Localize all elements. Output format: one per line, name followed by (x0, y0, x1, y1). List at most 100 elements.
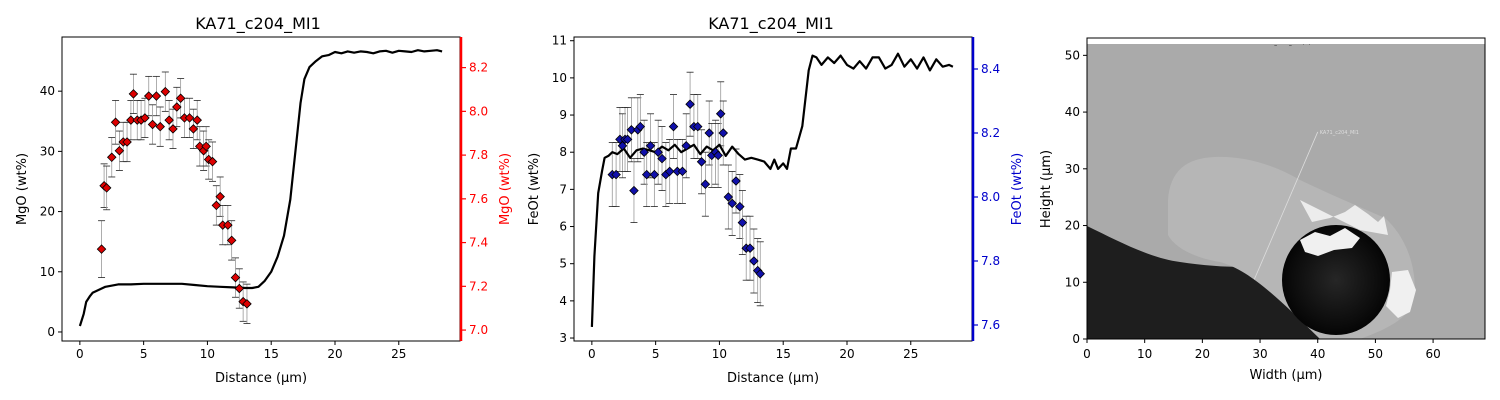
data-point (122, 137, 132, 147)
data-point (110, 117, 121, 128)
x-tick-label: 0 (1083, 347, 1091, 361)
data-point (692, 121, 703, 132)
feot-panel-title: KA71_c204_MI1 (708, 14, 834, 34)
data-point (755, 269, 766, 279)
data-point (175, 93, 186, 104)
data-point (106, 152, 117, 163)
y-tick-label: 0 (47, 325, 55, 339)
x-tick-label: 0 (76, 347, 84, 361)
data-point (685, 99, 695, 109)
data-point (172, 102, 182, 112)
data-point (681, 141, 692, 151)
data-point (147, 119, 158, 130)
y-tick-label: 4 (559, 294, 567, 308)
x-tick-label: 25 (903, 347, 918, 361)
data-point (745, 243, 755, 253)
x-tick-label: 25 (391, 347, 406, 361)
data-point (639, 147, 649, 157)
mgo-y-axis-label: MgO (wt%) (15, 153, 30, 225)
x-tick-label: 15 (776, 347, 791, 361)
x-tick-label: 10 (1137, 347, 1152, 361)
right-y-tick-label: 7.2 (469, 279, 488, 293)
data-point (653, 147, 663, 157)
data-point (696, 157, 707, 167)
y-tick-label: 9 (559, 108, 567, 122)
data-point (155, 121, 165, 132)
data-point (168, 124, 178, 134)
profile-line (78, 49, 443, 327)
data-point (101, 183, 112, 193)
y-tick-label: 40 (1065, 105, 1080, 119)
x-tick-label: 30 (1252, 347, 1267, 361)
right-y-tick-label: 8.0 (469, 104, 488, 118)
data-point (715, 109, 726, 119)
bse-crystal-tip (1300, 200, 1388, 235)
bse-image-caption: KA71_c204_MI1 (bl) (1261, 40, 1310, 46)
right-y-tick-label: 7.8 (469, 148, 488, 162)
data-point (664, 166, 675, 177)
data-point (704, 128, 714, 138)
data-point (668, 121, 679, 132)
x-tick-label: 5 (140, 347, 148, 361)
bse-bright-patch (1300, 228, 1360, 256)
feot-axes: 0 5 10 15 20 25 3 4 5 6 7 8 9 10 11 7.6 7.8 8.0 8.2 8.4 (552, 34, 1000, 361)
data-point (226, 235, 237, 246)
data-point (128, 89, 139, 99)
y-tick-label: 20 (40, 205, 55, 219)
x-tick-label: 0 (588, 347, 596, 361)
data-point (126, 115, 136, 125)
right-y-tick-label: 7.4 (469, 236, 488, 250)
data-point (737, 217, 748, 228)
data-point (649, 169, 660, 180)
data-point (718, 128, 729, 138)
right-y-tick-label: 8.4 (981, 62, 1000, 76)
profile-line (590, 52, 954, 327)
feot-x-axis-label: Distance (µm) (727, 371, 819, 386)
data-point (184, 113, 195, 123)
data-point (657, 153, 667, 164)
data-point (164, 115, 174, 125)
data-point (230, 272, 241, 283)
right-y-tick-label: 7.8 (981, 254, 1000, 268)
data-point (215, 191, 225, 202)
y-tick-label: 40 (40, 84, 55, 98)
data-point (188, 124, 199, 134)
y-tick-label: 50 (1065, 48, 1080, 62)
data-point (727, 198, 737, 209)
data-point (143, 91, 154, 101)
y-tick-label: 30 (1065, 162, 1080, 176)
feot-marks (590, 52, 954, 327)
y-tick-label: 10 (552, 71, 567, 85)
bse-bright-rim (1386, 270, 1416, 318)
x-tick-label: 40 (1310, 347, 1325, 361)
data-point (677, 166, 688, 177)
y-tick-label: 7 (559, 182, 567, 196)
mgo-marks (78, 49, 443, 327)
x-tick-label: 15 (264, 347, 279, 361)
bse-y-axis-label: Height (µm) (1039, 150, 1054, 228)
right-y-tick-label: 7.6 (469, 192, 488, 206)
data-point (629, 185, 639, 196)
feot-right-axis-label: FeOt (wt%) (1010, 153, 1025, 225)
data-point (201, 141, 211, 152)
feot-y-axis-label: FeOt (wt%) (527, 153, 542, 225)
bse-image-panel: KA71_c204_MI1 KA71_c204_MI1 (bl) 0 10 20 30… (1039, 37, 1486, 383)
x-tick-label: 60 (1425, 347, 1440, 361)
data-point (234, 283, 245, 294)
data-point (192, 115, 202, 125)
mgo-right-axis-label: MgO (wt%) (498, 153, 513, 225)
mgo-x-axis-label: Distance (µm) (215, 371, 307, 386)
bse-frame (1086, 37, 1486, 340)
x-tick-label: 10 (712, 347, 727, 361)
data-point (626, 125, 637, 135)
x-tick-label: 20 (1195, 347, 1210, 361)
x-tick-label: 5 (652, 347, 660, 361)
data-point (151, 91, 162, 101)
x-tick-label: 50 (1368, 347, 1383, 361)
data-point (635, 121, 646, 132)
data-point (713, 150, 723, 161)
y-tick-label: 11 (552, 34, 567, 48)
data-point (96, 244, 107, 254)
bse-image: KA71_c204_MI1 KA71_c204_MI1 (bl) (1087, 40, 1485, 339)
